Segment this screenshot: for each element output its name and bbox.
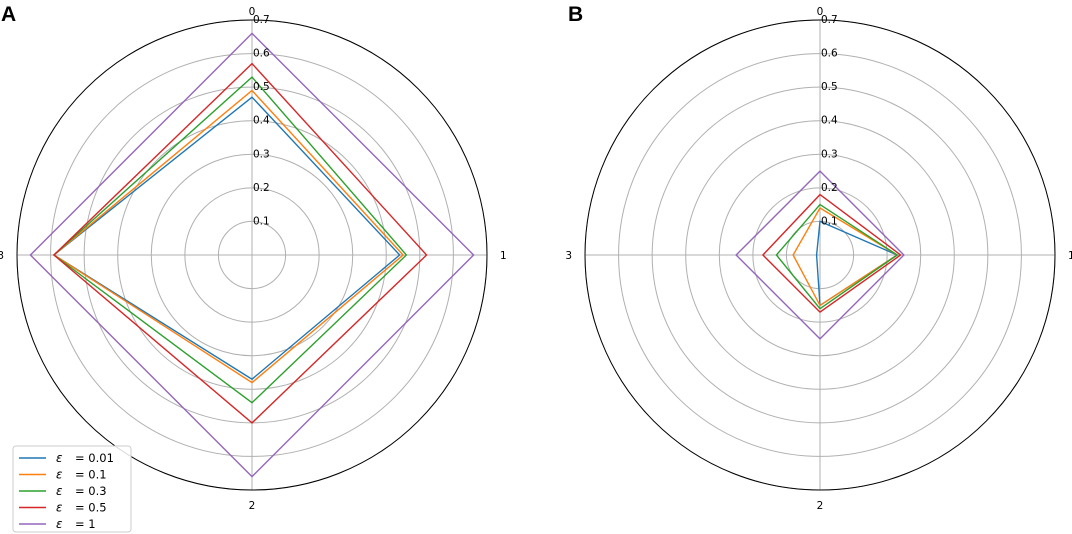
r-tick-label: 0.4 [821,115,838,127]
legend-entry-label: = 0.01 [75,451,114,465]
legend-symbol: ε [56,468,63,482]
r-tick-label: 0.5 [253,81,270,93]
axis-label-3: 3 [0,250,4,262]
series-line-0-5 [761,193,902,314]
r-tick-label: 0.3 [821,148,838,160]
polar-frame [584,19,1056,491]
axis-label-0: 0 [817,6,824,18]
panel-label-b: B [568,3,584,26]
axis-label-2: 2 [249,500,256,512]
series-line-0-1 [792,207,899,307]
axis-label-1: 1 [500,250,507,262]
r-tick-label: 0.6 [821,48,838,60]
r-tick-label: 0.3 [253,148,270,160]
legend-symbol: ε [56,501,63,515]
r-tick-label: 0.2 [821,182,838,194]
legend-frame [12,445,132,533]
series-line-0-01 [52,96,401,381]
polar-frame [16,19,488,491]
series-line-0-3 [775,203,899,310]
legend-symbol: ε [56,484,63,498]
panel-label-a: A [1,3,17,26]
series-line-0-3 [52,76,408,404]
radar-panel-b: 0.1 0.2 0.3 0.4 0.5 0.6 0.70 1 2 3 [565,6,1072,512]
r-tick-label: 0.2 [253,182,270,194]
legend-entry-label: = 0.1 [75,468,107,482]
series-line-0-5 [52,62,428,424]
radar-panel-a: 0.1 0.2 0.3 0.4 0.5 0.6 0.70 1 2 3 ε = 0.01 ε = 0.1 ε =… [0,6,507,533]
legend: ε = 0.01 ε = 0.1 ε = 0.3 ε = 0.5 ε = 1 [12,445,132,533]
axis-label-1: 1 [1068,250,1072,262]
series-line-0-1 [52,89,405,384]
legend-symbol: ε [56,451,63,465]
series-line-1 [29,32,475,478]
legend-symbol: ε [56,517,63,531]
r-tick-label: 0.7 [821,14,838,26]
r-tick-label: 0.1 [821,215,838,227]
axis-label-3: 3 [565,250,572,262]
series-line-1 [735,170,905,340]
axis-label-2: 2 [817,500,824,512]
legend-entry-label: = 0.5 [75,501,107,515]
r-tick-label: 0.6 [253,48,270,60]
r-tick-label: 0.5 [821,81,838,93]
r-tick-label: 0.7 [253,14,270,26]
r-tick-label: 0.4 [253,115,270,127]
legend-entry-label: = 1 [75,517,96,531]
axis-label-0: 0 [249,6,256,18]
r-tick-label: 0.1 [253,215,270,227]
legend-entry-label: = 0.3 [75,484,107,498]
